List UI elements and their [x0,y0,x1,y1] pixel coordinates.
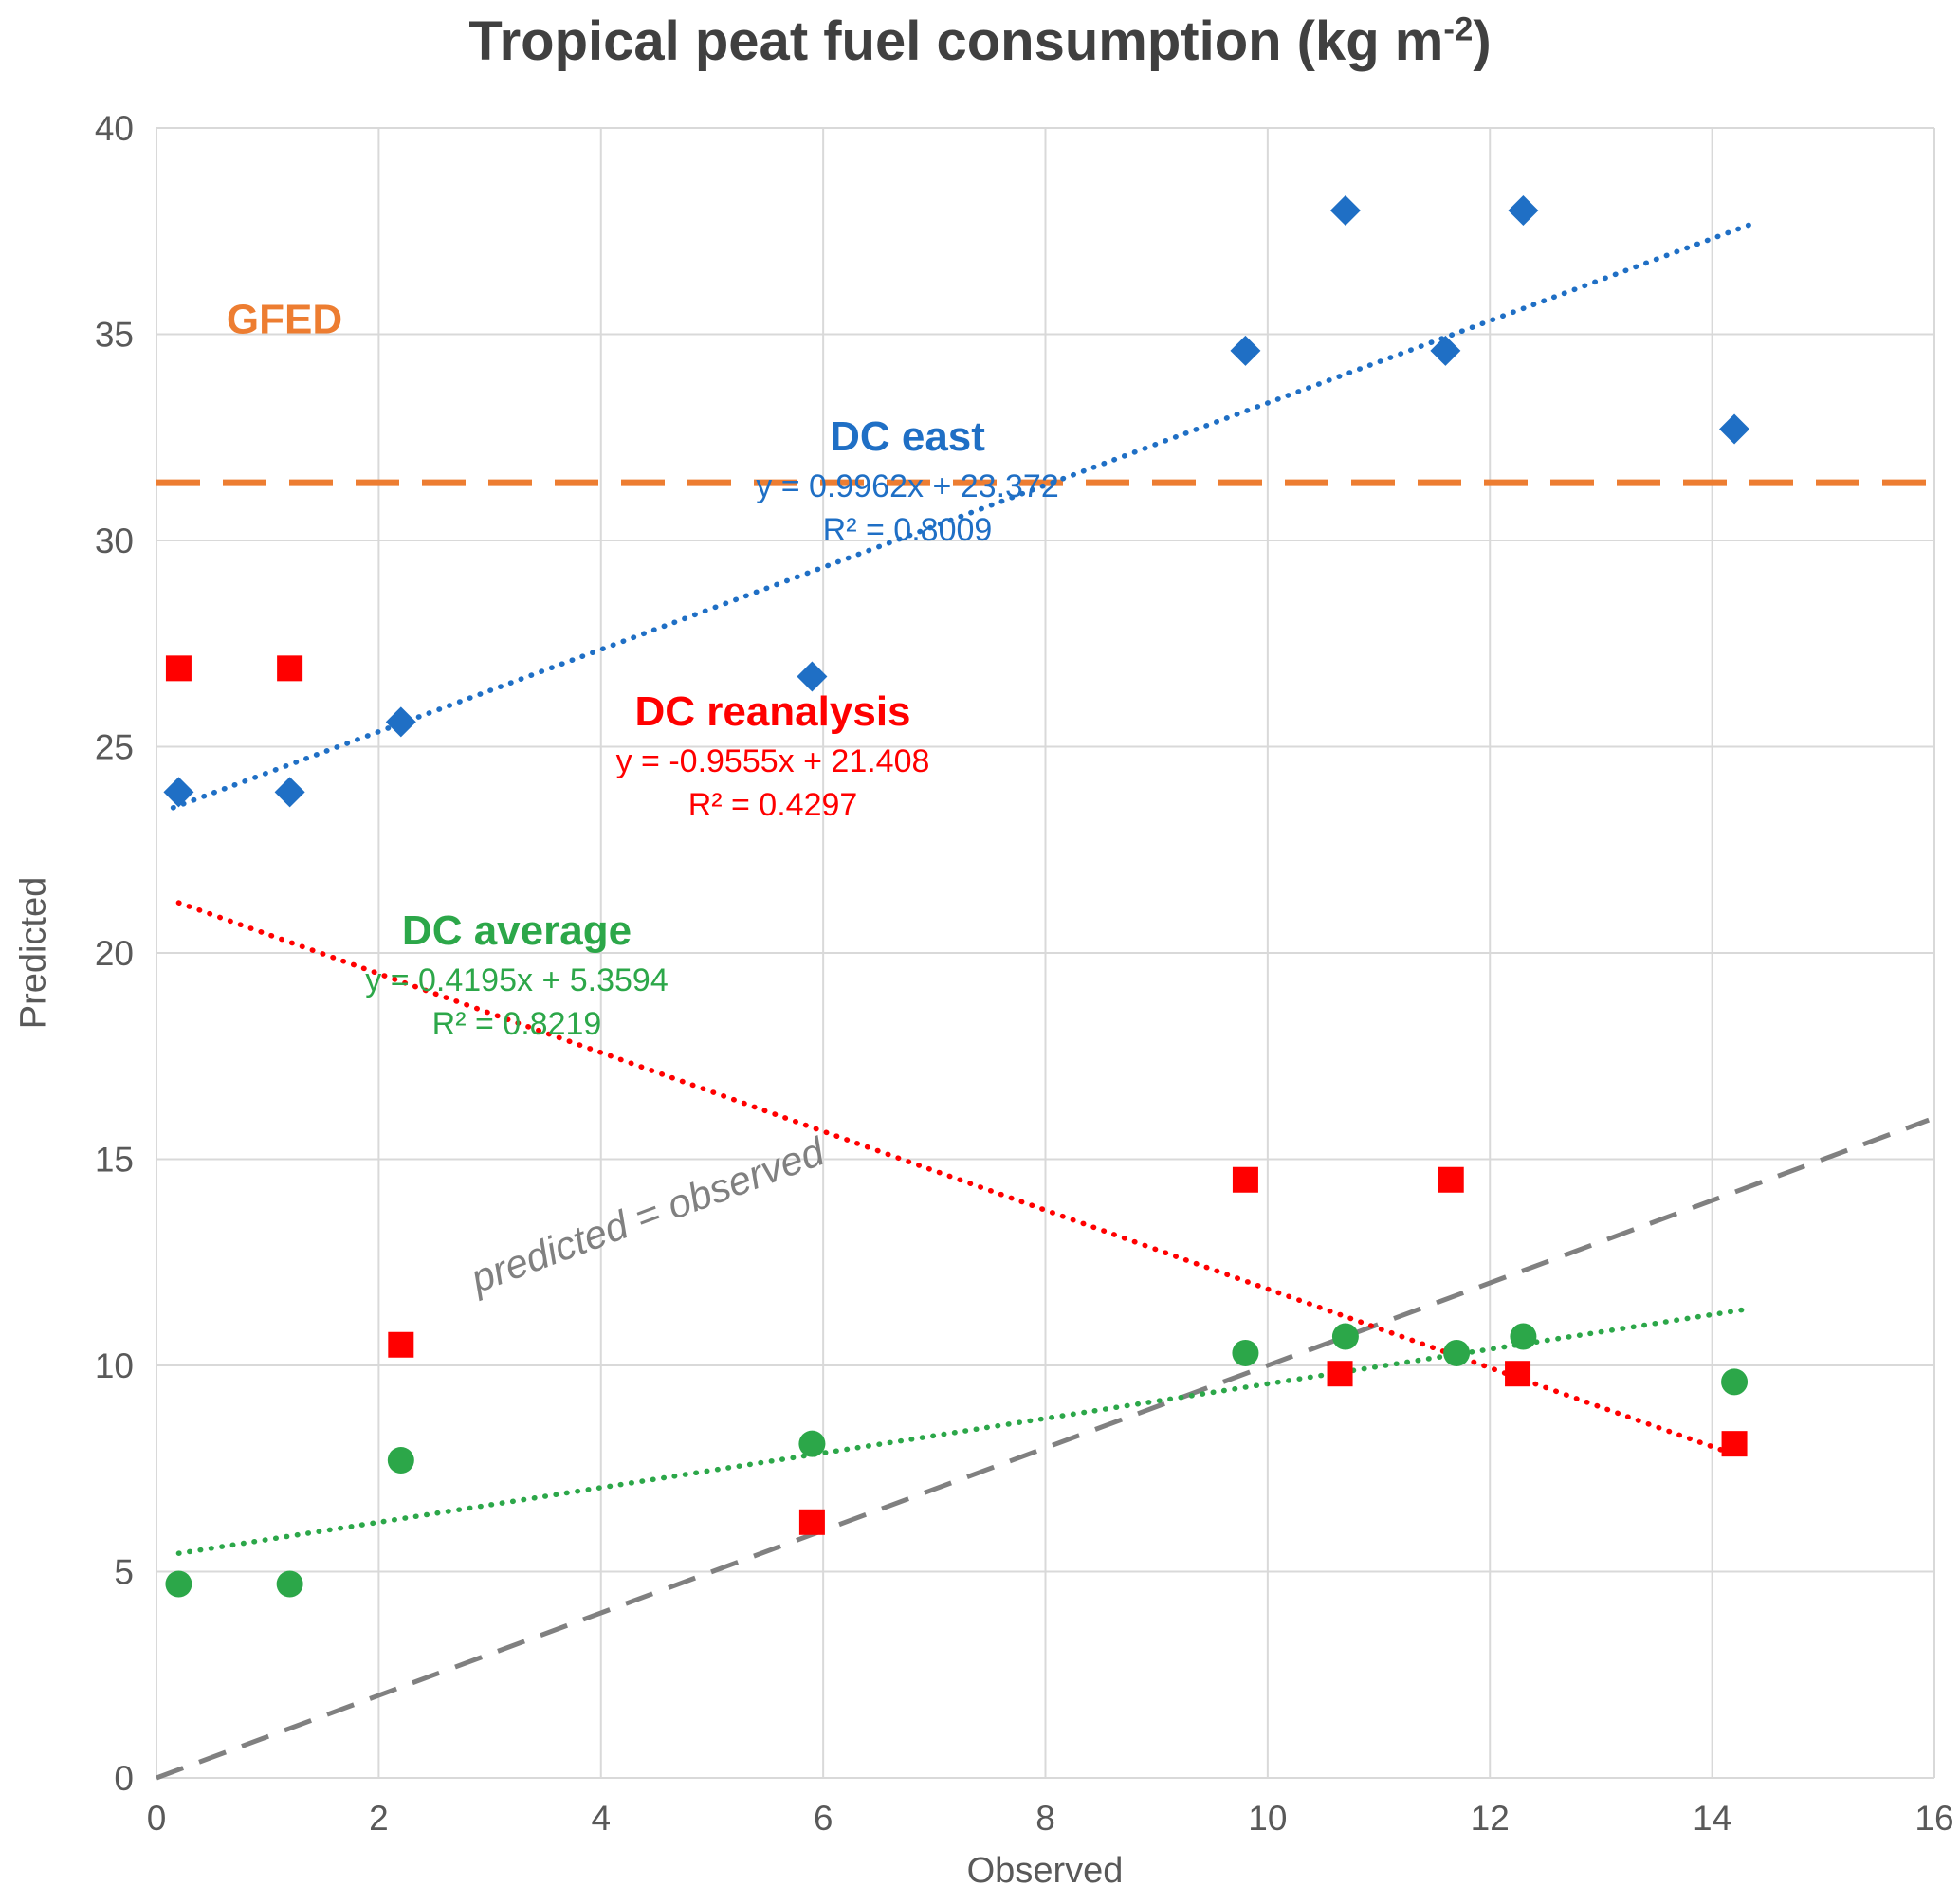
x-tick-label: 4 [591,1799,611,1838]
marker-dc-reanalysis [1232,1166,1258,1193]
chart-title-text: Tropical peat fuel consumption (kg m [468,10,1444,72]
x-tick-label: 2 [369,1799,389,1838]
x-tick-label: 10 [1248,1799,1287,1838]
dc-average-r2: R² = 0.8219 [431,1006,602,1043]
marker-dc-east [385,706,416,738]
marker-dc-east [1430,335,1461,366]
y-tick-label: 35 [95,316,134,355]
marker-dc-average [1232,1339,1259,1366]
y-tick-label: 5 [114,1553,134,1592]
dc-reanalysis-r2: R² = 0.4297 [687,787,858,824]
x-tick-label: 16 [1914,1799,1953,1838]
marker-dc-east [1230,335,1261,366]
marker-dc-average [1331,1323,1359,1350]
marker-dc-reanalysis [1327,1361,1353,1387]
dc-average-annotation: DC average y = 0.4195x + 5.3594 R² = 0.8… [365,904,668,1046]
chart-title: Tropical peat fuel consumption (kg m-2) [0,9,1960,73]
trendline-dc-reanalysis [175,900,1737,1457]
marker-dc-east [1329,195,1361,226]
gfed-annotation: GFED [226,296,343,343]
y-tick-label: 20 [95,934,134,973]
marker-dc-reanalysis [165,655,192,682]
marker-dc-east [274,777,305,808]
y-tick-label: 15 [95,1141,134,1180]
marker-dc-east [1719,413,1750,445]
trendline-dc-east [170,221,1754,811]
chart-title-superscript: -2 [1443,10,1474,48]
marker-dc-average [798,1430,826,1457]
marker-dc-east [1508,195,1539,226]
dc-reanalysis-label: DC reanalysis [634,688,911,736]
marker-dc-east [797,661,828,692]
marker-dc-reanalysis [798,1509,825,1535]
dc-east-annotation: DC east y = 0.9962x + 23.372 R² = 0.8009 [756,410,1058,552]
marker-dc-average [1721,1368,1749,1396]
dc-east-equation: y = 0.9962x + 23.372 [756,468,1059,505]
marker-dc-average [1510,1323,1537,1350]
dc-reanalysis-equation: y = -0.9555x + 21.408 [615,743,930,780]
x-tick-label: 8 [1035,1799,1055,1838]
y-axis-title: Predicted [13,876,54,1030]
dc-reanalysis-annotation: DC reanalysis y = -0.9555x + 21.408 R² =… [616,685,930,827]
ref-line-predicted-observed [156,1117,1931,1781]
marker-dc-east [163,777,194,808]
y-tick-label: 25 [95,728,134,767]
marker-dc-average [387,1447,414,1474]
marker-dc-reanalysis [1505,1361,1531,1387]
x-tick-label: 6 [814,1799,833,1838]
dc-average-label: DC average [401,907,632,955]
y-tick-label: 10 [95,1346,134,1385]
marker-dc-average [165,1570,192,1598]
y-tick-label: 0 [114,1759,134,1798]
x-axis-title: Observed [966,1851,1124,1891]
x-tick-label: 14 [1693,1799,1731,1838]
marker-dc-reanalysis [1721,1431,1748,1457]
dc-east-label: DC east [830,413,985,461]
x-tick-label: 0 [147,1799,167,1838]
x-tick-label: 12 [1471,1799,1510,1838]
marker-dc-average [1443,1339,1471,1366]
marker-dc-reanalysis [1438,1166,1464,1193]
marker-dc-average [276,1570,303,1598]
marker-dc-reanalysis [277,655,303,682]
trendline-dc-average [175,1307,1749,1556]
marker-dc-reanalysis [388,1331,414,1358]
y-tick-label: 30 [95,522,134,560]
dc-average-equation: y = 0.4195x + 5.3594 [365,962,669,999]
dc-east-r2: R² = 0.8009 [822,512,993,549]
y-tick-label: 40 [95,109,134,148]
chart-title-close: ) [1473,10,1492,72]
